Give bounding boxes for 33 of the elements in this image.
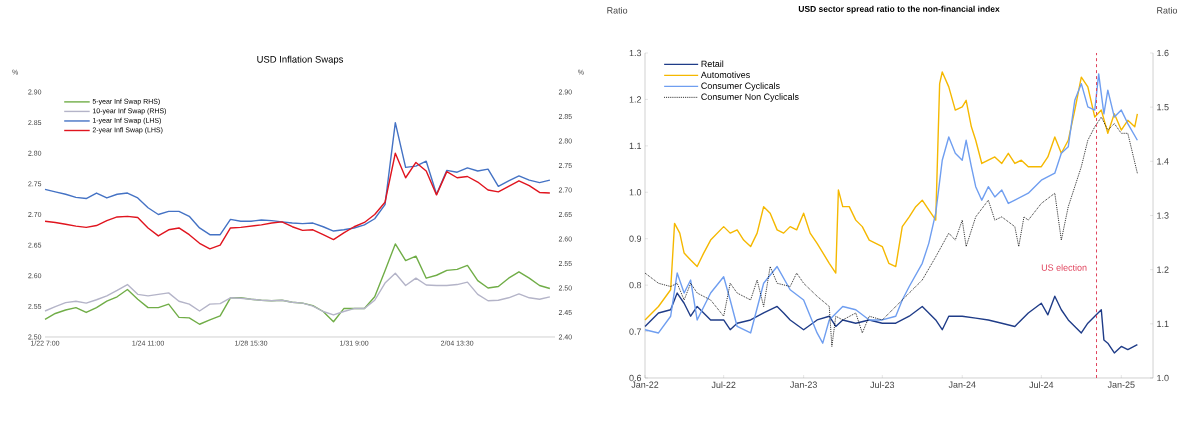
x-tick-label: Jan-24 [948, 381, 976, 388]
y2-tick-label: 1.4 [1157, 158, 1169, 165]
y-tick-label: 1.0 [629, 189, 642, 196]
legend-label: Retail [701, 60, 724, 68]
line-series [644, 292, 1139, 354]
y2-tick-label: 1.5 [1157, 104, 1169, 111]
y2-tick-label: 1.2 [1157, 266, 1169, 273]
legend-label: Consumer Cyclicals [701, 82, 780, 91]
y-tick-label: 1.3 [629, 49, 642, 57]
y-tick-label: 1.1 [629, 142, 642, 149]
y2-tick-label: 1.0 [1157, 374, 1169, 382]
y-tick-label: 0.9 [629, 235, 642, 242]
y-tick-label: 0.8 [629, 281, 642, 289]
y2-tick-label: 1.3 [1157, 212, 1169, 219]
x-tick-label: Jan-25 [1107, 381, 1135, 388]
x-tick-label: Jan-22 [631, 381, 659, 388]
x-tick-label: Jan-23 [790, 381, 817, 388]
x-tick-label: Jul-22 [711, 381, 736, 389]
x-tick-label: Jul-23 [870, 381, 895, 389]
y-tick-label: 1.2 [629, 96, 642, 103]
legend-label: Automotives [700, 71, 750, 78]
chart-title: USD sector spread ratio to the non-financial index [798, 5, 1000, 14]
ref-line-label: US election [1041, 264, 1087, 271]
y2-axis-title: Ratio [1157, 7, 1178, 14]
y-tick-label: 0.6 [629, 374, 642, 382]
y-tick-label: 0.7 [629, 328, 642, 335]
y-axis-title: Ratio [607, 7, 628, 14]
y2-tick-label: 1.1 [1157, 320, 1169, 327]
chart-title: USD Inflation Swaps [257, 55, 344, 65]
y2-tick-label: 1.6 [1157, 49, 1169, 57]
legend-label: Consumer Non Cyclicals [701, 93, 799, 102]
x-tick-label: Jul-24 [1029, 381, 1054, 389]
line-series [644, 116, 1138, 347]
